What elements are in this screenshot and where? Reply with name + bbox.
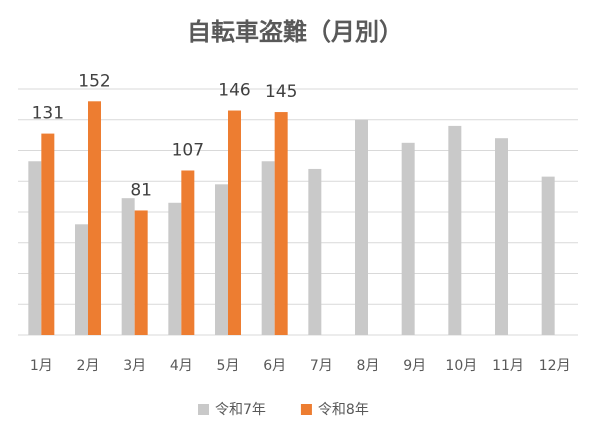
x-tick-label: 12月 (539, 358, 571, 374)
x-tick-label: 9月 (403, 358, 426, 374)
bar (495, 138, 508, 335)
bar (181, 170, 195, 335)
bar (134, 210, 148, 335)
legend-label: 令和7年 (215, 402, 266, 418)
data-label: 152 (78, 71, 110, 91)
x-tick-label: 10月 (445, 358, 477, 374)
chart-title: 自転車盗難（月別） (187, 18, 403, 46)
x-tick-label: 4月 (170, 358, 193, 374)
bar (401, 142, 415, 335)
x-tick-label: 5月 (217, 358, 240, 374)
bar (308, 168, 322, 335)
data-label: 131 (32, 104, 64, 124)
bar (448, 125, 462, 336)
bar (261, 161, 275, 335)
bar (215, 184, 228, 335)
legend-swatch (300, 404, 312, 415)
bar (541, 176, 555, 335)
bar (28, 161, 42, 335)
bar (88, 101, 101, 335)
bar (274, 112, 288, 335)
x-tick-label: 3月 (123, 358, 146, 374)
bar (75, 224, 88, 335)
data-label: 107 (172, 140, 204, 160)
x-tick-label: 11月 (492, 358, 524, 374)
bar (41, 133, 55, 335)
data-label: 145 (265, 82, 297, 102)
x-tick-label: 1月 (30, 358, 53, 374)
legend-swatch (198, 404, 209, 415)
x-tick-label: 2月 (77, 358, 100, 374)
data-label: 146 (218, 81, 250, 101)
bar (228, 110, 241, 336)
x-tick-label: 7月 (310, 358, 333, 374)
bar (168, 202, 182, 335)
data-label: 81 (130, 180, 152, 200)
x-tick-label: 6月 (263, 358, 286, 374)
bar (355, 119, 368, 335)
legend-label: 令和8年 (318, 402, 369, 418)
x-tick-label: 8月 (357, 358, 380, 374)
bar (121, 198, 135, 335)
